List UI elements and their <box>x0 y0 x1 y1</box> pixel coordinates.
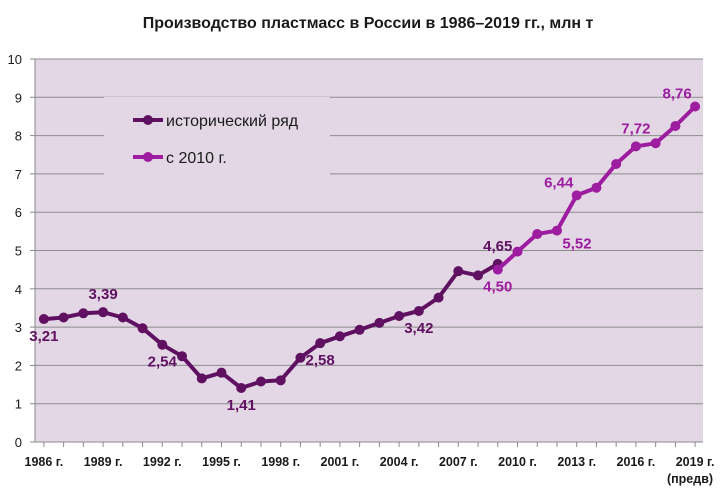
data-point-series-0 <box>394 310 405 321</box>
data-label: 2,54 <box>148 354 178 371</box>
x-axis-ticks: 1986 г. 1989 г. 1992 г. 1995 г. 1998 г. 2001 … <box>25 442 715 469</box>
data-point-series-0 <box>275 375 286 386</box>
legend-marker-2010 <box>143 152 153 162</box>
legend-marker-historical <box>143 115 153 125</box>
y-axis-ticks: 0 1 2 3 4 5 6 7 8 9 10 <box>8 52 35 450</box>
data-label: 3,39 <box>88 286 117 303</box>
y-tick-label: 2 <box>15 358 22 373</box>
y-tick-label: 7 <box>15 167 22 182</box>
data-point-series-0 <box>38 314 49 325</box>
data-point-series-0 <box>453 266 464 277</box>
data-point-series-1 <box>532 229 543 240</box>
data-point-series-1 <box>650 138 661 149</box>
data-label: 7,72 <box>621 120 650 137</box>
x-tick-label: 2019 г. <box>676 455 715 469</box>
data-label: 5,52 <box>562 236 591 253</box>
data-point-series-0 <box>354 324 365 335</box>
x-tick-label: 2001 г. <box>321 455 360 469</box>
data-point-series-0 <box>295 352 306 363</box>
y-tick-label: 6 <box>15 205 22 220</box>
data-label: 8,76 <box>663 85 692 102</box>
data-point-series-0 <box>216 367 227 378</box>
data-point-series-0 <box>196 373 207 384</box>
data-label: 3,21 <box>29 328 58 345</box>
legend: исторический ряд с 2010 г. <box>104 97 330 175</box>
y-tick-label: 4 <box>15 282 22 297</box>
data-point-series-1 <box>591 182 602 193</box>
data-point-series-0 <box>315 338 326 349</box>
legend-item-historical: исторический ряд <box>133 113 299 130</box>
data-label: 6,44 <box>544 174 574 191</box>
x-tick-label: 1986 г. <box>25 455 64 469</box>
data-point-series-0 <box>413 306 424 317</box>
data-point-series-0 <box>177 351 188 362</box>
data-point-series-0 <box>334 331 345 342</box>
data-point-series-1 <box>492 264 503 275</box>
legend-box <box>104 97 330 175</box>
x-tick-sub-label: (предв) <box>667 472 713 486</box>
data-label: 2,58 <box>306 352 335 369</box>
x-tick-label: 1992 г. <box>143 455 182 469</box>
data-point-series-1 <box>670 121 681 132</box>
data-point-series-0 <box>58 312 69 323</box>
data-point-series-0 <box>255 376 266 387</box>
data-point-series-1 <box>611 158 622 169</box>
x-tick-label: 2007 г. <box>439 455 478 469</box>
y-tick-label: 8 <box>15 129 22 144</box>
x-tick-label: 1998 г. <box>261 455 300 469</box>
y-tick-label: 10 <box>8 52 22 67</box>
data-label: 3,42 <box>404 320 433 337</box>
data-point-series-0 <box>117 312 128 323</box>
data-point-series-0 <box>236 382 247 393</box>
data-point-series-0 <box>433 292 444 303</box>
x-tick-label: 2016 г. <box>617 455 656 469</box>
data-point-series-1 <box>690 101 701 112</box>
legend-label-historical: исторический ряд <box>166 113 299 130</box>
data-label: 4,65 <box>483 238 512 255</box>
x-tick-label: 2010 г. <box>498 455 537 469</box>
data-point-series-0 <box>473 270 484 281</box>
data-point-series-0 <box>157 339 168 350</box>
y-tick-label: 5 <box>15 244 22 259</box>
y-tick-label: 9 <box>15 90 22 105</box>
y-tick-label: 3 <box>15 320 22 335</box>
y-tick-label: 1 <box>15 397 22 412</box>
legend-item-2010: с 2010 г. <box>133 150 227 167</box>
data-labels: 3,21 3,39 2,54 1,41 2,58 3,42 4,65 4,50 5,52 6,44… <box>29 85 691 414</box>
data-point-series-0 <box>98 307 109 318</box>
data-point-series-1 <box>630 141 641 152</box>
data-point-series-1 <box>571 190 582 201</box>
data-label: 1,41 <box>227 397 256 414</box>
data-point-series-1 <box>551 225 562 236</box>
x-tick-label: 2004 г. <box>380 455 419 469</box>
legend-label-2010: с 2010 г. <box>166 150 227 167</box>
y-tick-label: 0 <box>15 435 22 450</box>
data-point-series-1 <box>512 246 523 257</box>
x-tick-label: 1989 г. <box>84 455 123 469</box>
chart-title: Производство пластмасс в России в 1986–2… <box>143 15 594 32</box>
data-point-series-0 <box>374 317 385 328</box>
data-point-series-0 <box>78 308 89 319</box>
data-point-series-0 <box>137 323 148 334</box>
series-lines <box>38 101 701 393</box>
x-tick-label: 2013 г. <box>557 455 596 469</box>
data-label: 4,50 <box>483 279 512 296</box>
x-tick-label: 1995 г. <box>202 455 241 469</box>
